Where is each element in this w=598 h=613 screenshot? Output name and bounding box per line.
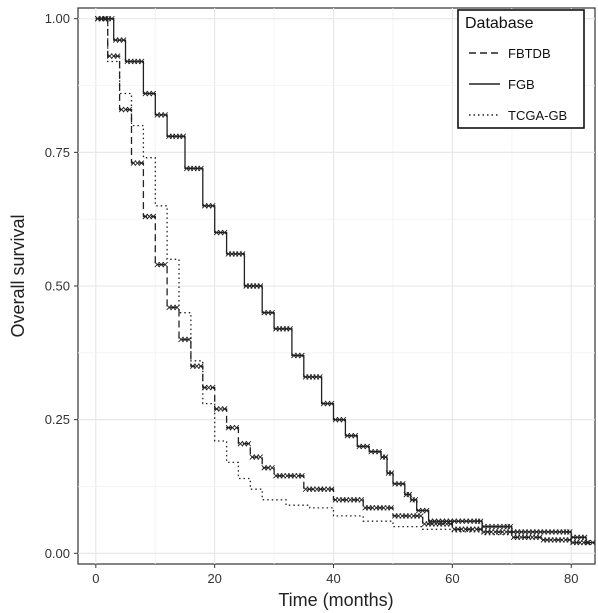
- censor-mark: [477, 526, 484, 533]
- x-tick-label: 20: [207, 571, 221, 586]
- censor-mark: [328, 486, 335, 492]
- censor-mark: [507, 523, 514, 530]
- censor-mark: [269, 464, 275, 471]
- legend: Database FBTDB FGB TCGA-GB: [457, 9, 585, 129]
- censor-mark: [328, 400, 335, 407]
- censor-mark: [287, 325, 293, 332]
- x-tick-label: 0: [92, 571, 99, 586]
- censor-mark: [317, 374, 323, 380]
- y-tick-label: 0.25: [45, 412, 70, 427]
- censor-mark: [566, 529, 573, 535]
- censor-mark: [126, 106, 133, 113]
- censor-mark: [138, 58, 145, 65]
- censor-mark: [162, 112, 168, 118]
- axis-ticks: 0 20 40 60 80 0.00 0.25 0.50 0.75 1.00: [45, 11, 579, 586]
- censor-mark: [114, 53, 121, 59]
- censor-mark: [581, 534, 588, 541]
- censor-mark: [382, 454, 389, 460]
- y-tick-label: 1.00: [45, 11, 70, 26]
- censor-mark: [239, 251, 246, 257]
- legend-box: [457, 9, 585, 129]
- legend-label-tcga-gb: TCGA-GB: [508, 108, 567, 123]
- censor-mark: [376, 448, 382, 455]
- censor-mark: [209, 384, 216, 391]
- series-line-fgb: [95, 18, 595, 544]
- censor-mark: [477, 518, 484, 525]
- censor-mark: [120, 37, 127, 43]
- censor-mark: [180, 133, 187, 140]
- legend-label-fgb: FGB: [508, 77, 535, 92]
- censor-mark: [109, 15, 115, 22]
- censor-mark: [269, 309, 275, 316]
- censor-mark: [364, 443, 371, 450]
- x-tick-label: 60: [445, 571, 459, 586]
- censor-mark: [245, 440, 252, 447]
- censor-mark: [150, 90, 157, 97]
- censor-mark: [589, 539, 596, 546]
- legend-label-fbtdb: FBTDB: [508, 46, 551, 61]
- censor-mark: [400, 480, 406, 487]
- censor-mark: [197, 363, 204, 370]
- y-tick-label: 0.75: [45, 145, 70, 160]
- censor-mark: [388, 505, 394, 511]
- censor-mark: [406, 491, 413, 498]
- censor-mark: [162, 261, 168, 268]
- x-tick-label: 80: [564, 571, 578, 586]
- series-layer: [94, 15, 596, 546]
- x-tick-label: 40: [326, 571, 340, 586]
- censor-mark: [257, 454, 264, 460]
- censor-mark: [340, 416, 347, 423]
- censor-mark: [388, 470, 395, 476]
- x-axis-title: Time (months): [278, 590, 393, 610]
- censor-mark: [417, 513, 424, 519]
- censor-mark: [358, 497, 365, 503]
- censor-mark: [585, 539, 592, 546]
- censor-mark: [412, 497, 419, 503]
- legend-title: Database: [465, 15, 534, 32]
- series-line-tcga-gb: [95, 18, 572, 546]
- y-axis-title: Overall survival: [8, 214, 28, 337]
- censor-mark: [536, 534, 543, 541]
- censor-mark: [352, 432, 359, 439]
- censor-mark: [257, 283, 264, 289]
- censor-mark: [299, 472, 305, 479]
- series-line-fbtdb: [95, 18, 590, 544]
- censor-mark: [209, 202, 216, 209]
- censor-mark: [423, 507, 430, 514]
- censor-mark: [150, 213, 157, 220]
- y-tick-label: 0.50: [45, 279, 70, 294]
- y-tick-label: 0.00: [45, 546, 70, 561]
- censor-mark: [233, 424, 240, 431]
- censor-mark: [221, 406, 228, 412]
- censor-mark: [299, 352, 305, 359]
- censor-mark: [198, 165, 204, 172]
- censor-mark: [221, 229, 228, 236]
- censor-mark: [138, 160, 145, 166]
